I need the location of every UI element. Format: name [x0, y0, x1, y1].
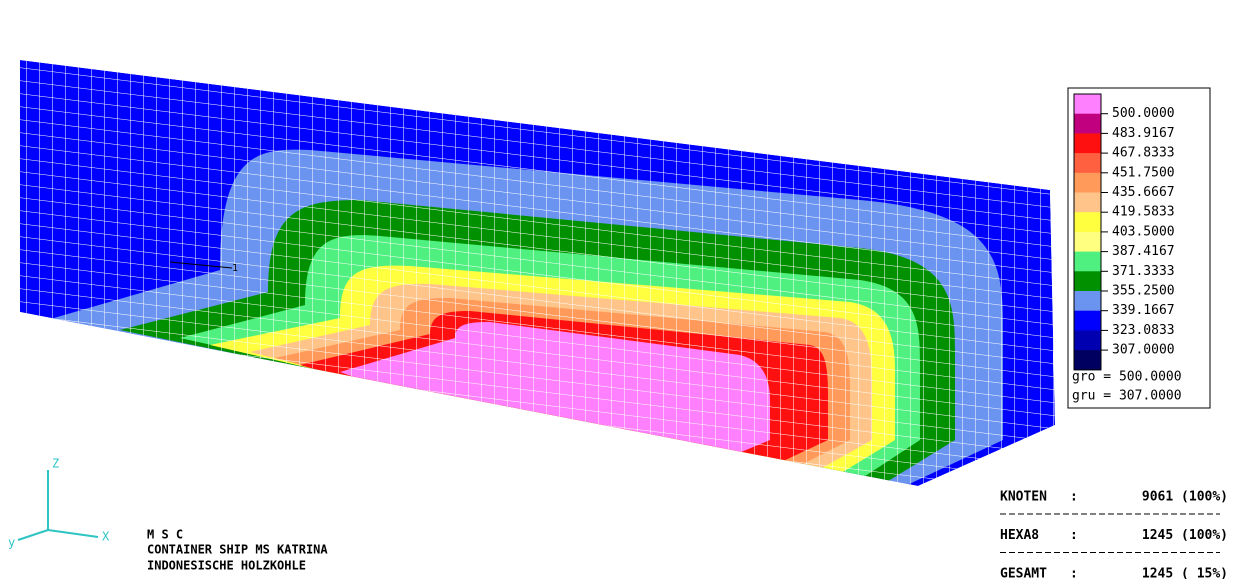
legend-swatch — [1074, 251, 1101, 272]
legend-label: 467.8333 — [1112, 146, 1175, 161]
legend-swatch — [1074, 133, 1101, 154]
legend-label: 387.4167 — [1112, 244, 1175, 259]
legend: 500.0000 483.9167 467.8333 451.7500 435.6667… — [1073, 93, 1175, 371]
legend-label: 371.3333 — [1112, 264, 1175, 279]
legend-label: 483.9167 — [1112, 126, 1175, 141]
caption: CONTAINER SHIP MS KATRINA — [147, 543, 328, 557]
legend-swatch — [1074, 212, 1101, 233]
mesh — [20, 60, 1055, 486]
legend-swatch — [1074, 153, 1101, 174]
stat-name: HEXA8 — [1000, 528, 1039, 543]
legend-swatch — [1074, 172, 1101, 193]
legend-min: gru = 307.0000 — [1072, 389, 1182, 404]
legend-label: 339.1667 — [1112, 303, 1175, 318]
stat-sep: : — [1070, 567, 1078, 579]
stat-sep: : — [1070, 528, 1078, 543]
caption: INDONESISCHE HOLZKOHLE — [147, 559, 306, 573]
stat-sep: : — [1070, 490, 1078, 505]
legend-label: 500.0000 — [1112, 106, 1175, 121]
legend-swatch — [1074, 113, 1101, 134]
stat-value: 1245 ( 15%) — [1142, 567, 1228, 579]
legend-swatch — [1074, 192, 1101, 213]
stat-name: KNOTEN — [1000, 490, 1047, 505]
legend-swatch — [1074, 350, 1101, 371]
legend-swatch — [1074, 271, 1101, 292]
legend-label: 419.5833 — [1112, 205, 1175, 220]
stat-name: GESAMT — [1000, 567, 1047, 579]
legend-swatch — [1074, 231, 1101, 253]
stats: KNOTEN: 9061 (100%) HEXA8: 1245 (100%) GESAM… — [1000, 490, 1228, 579]
legend-label: 403.5000 — [1112, 224, 1175, 239]
legend-label: 307.0000 — [1112, 343, 1175, 358]
axis-y — [17, 529, 49, 541]
legend-swatch — [1074, 291, 1101, 312]
axis-label: X — [102, 530, 110, 544]
node-marker — [169, 261, 233, 269]
stat-value: 9061 (100%) — [1142, 490, 1228, 505]
legend-label: 451.7500 — [1112, 165, 1175, 180]
caption: M S C — [147, 528, 183, 542]
axis-x — [47, 529, 99, 538]
axis-label: y — [8, 536, 15, 550]
mesh-grid — [20, 60, 1055, 486]
stat-value: 1245 (100%) — [1142, 528, 1228, 543]
legend-label: 435.6667 — [1112, 185, 1175, 200]
node-label: 1 — [232, 263, 238, 274]
axis-label: Z — [52, 457, 59, 471]
legend-label: 323.0833 — [1112, 323, 1175, 338]
legend-swatch — [1074, 330, 1101, 351]
legend-label: 355.2500 — [1112, 284, 1175, 299]
legend-swatch — [1074, 94, 1101, 115]
legend-max: gro = 500.0000 — [1072, 370, 1182, 385]
legend-swatch — [1074, 310, 1101, 331]
